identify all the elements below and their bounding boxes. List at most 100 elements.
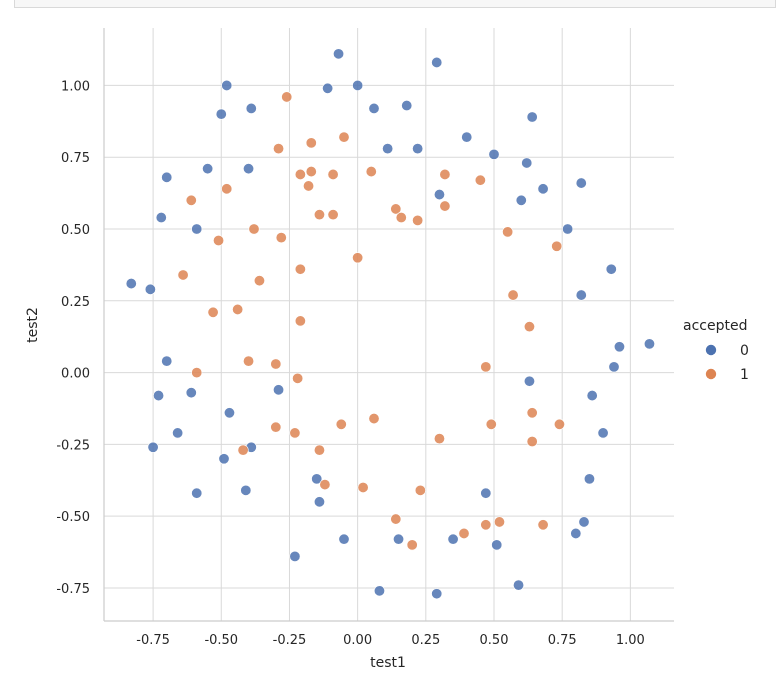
x-tick-label: 0.75 xyxy=(548,633,577,648)
data-point-accepted-0 xyxy=(583,473,595,485)
data-point-accepted-0 xyxy=(218,453,230,465)
data-point-accepted-0 xyxy=(578,516,590,528)
data-point-accepted-0 xyxy=(412,143,424,155)
data-point-accepted-1 xyxy=(213,235,225,247)
data-point-accepted-0 xyxy=(515,194,527,206)
x-tick-labels: -0.75 -0.50 -0.25 0.00 0.25 0.50 0.75 1.00 xyxy=(136,633,645,648)
data-point-accepted-1 xyxy=(305,166,317,178)
data-point-accepted-1 xyxy=(273,143,285,155)
data-point-accepted-1 xyxy=(357,481,369,493)
data-point-accepted-0 xyxy=(273,384,285,396)
data-point-accepted-0 xyxy=(373,585,385,597)
data-point-accepted-0 xyxy=(575,177,587,189)
data-point-accepted-0 xyxy=(562,223,574,235)
data-point-accepted-1 xyxy=(551,240,563,252)
data-point-accepted-1 xyxy=(537,519,549,531)
data-point-accepted-0 xyxy=(155,212,167,224)
data-point-accepted-0 xyxy=(289,550,301,562)
data-point-accepted-1 xyxy=(412,214,424,226)
data-point-accepted-1 xyxy=(207,306,219,318)
data-point-accepted-1 xyxy=(414,484,426,496)
data-point-accepted-1 xyxy=(303,180,315,192)
legend-label-0: 0 xyxy=(740,343,749,359)
data-point-accepted-0 xyxy=(161,355,173,367)
data-point-accepted-1 xyxy=(439,200,451,212)
data-point-accepted-0 xyxy=(202,163,214,175)
data-point-accepted-1 xyxy=(305,137,317,149)
data-point-accepted-0 xyxy=(382,143,394,155)
data-point-accepted-0 xyxy=(147,441,159,453)
legend: accepted 0 1 xyxy=(683,318,749,383)
data-points xyxy=(125,48,655,600)
data-point-accepted-0 xyxy=(144,283,156,295)
x-tick-label: -0.75 xyxy=(136,633,170,648)
data-point-accepted-0 xyxy=(221,79,233,91)
data-point-accepted-1 xyxy=(294,168,306,180)
y-tick-label: -0.25 xyxy=(56,438,90,453)
data-point-accepted-0 xyxy=(537,183,549,195)
data-point-accepted-0 xyxy=(513,579,525,591)
data-point-accepted-0 xyxy=(333,48,345,60)
data-point-accepted-1 xyxy=(502,226,514,238)
data-point-accepted-0 xyxy=(608,361,620,373)
data-point-accepted-1 xyxy=(474,174,486,186)
y-tick-label: 0.00 xyxy=(61,367,90,382)
x-tick-label: 0.50 xyxy=(480,633,509,648)
grid-lines xyxy=(104,28,674,621)
data-point-accepted-1 xyxy=(480,519,492,531)
data-point-accepted-0 xyxy=(605,263,617,275)
data-point-accepted-0 xyxy=(480,487,492,499)
data-point-accepted-0 xyxy=(215,108,227,120)
data-point-accepted-0 xyxy=(322,82,334,94)
legend-label-1: 1 xyxy=(740,367,749,383)
data-point-accepted-0 xyxy=(433,189,445,201)
x-tick-label: 0.00 xyxy=(343,633,372,648)
y-tick-labels: -0.75 -0.50 -0.25 0.00 0.25 0.50 0.75 1.00 xyxy=(56,79,90,597)
y-tick-label: 1.00 xyxy=(61,79,90,94)
data-point-accepted-0 xyxy=(461,131,473,143)
y-tick-label: 0.75 xyxy=(61,151,90,166)
data-point-accepted-0 xyxy=(643,338,655,350)
data-point-accepted-1 xyxy=(327,209,339,221)
data-point-accepted-1 xyxy=(185,194,197,206)
data-point-accepted-0 xyxy=(613,341,625,353)
y-tick-label: 0.25 xyxy=(61,295,90,310)
data-point-accepted-1 xyxy=(439,168,451,180)
data-point-accepted-1 xyxy=(480,361,492,373)
data-point-accepted-1 xyxy=(335,418,347,430)
legend-marker-0 xyxy=(705,344,717,356)
data-point-accepted-1 xyxy=(275,232,287,244)
data-point-accepted-0 xyxy=(240,484,252,496)
data-point-accepted-0 xyxy=(191,487,203,499)
data-point-accepted-1 xyxy=(406,539,418,551)
data-point-accepted-1 xyxy=(507,289,519,301)
data-point-accepted-1 xyxy=(327,168,339,180)
data-point-accepted-0 xyxy=(311,473,323,485)
data-point-accepted-1 xyxy=(313,444,325,456)
data-point-accepted-1 xyxy=(526,407,538,419)
data-point-accepted-0 xyxy=(243,163,255,175)
axis-spines xyxy=(103,28,674,622)
data-point-accepted-1 xyxy=(390,513,402,525)
data-point-accepted-1 xyxy=(352,252,364,264)
data-point-accepted-1 xyxy=(248,223,260,235)
data-point-accepted-1 xyxy=(395,212,407,224)
y-tick-label: 0.50 xyxy=(61,223,90,238)
data-point-accepted-1 xyxy=(319,479,331,491)
data-point-accepted-1 xyxy=(294,263,306,275)
data-point-accepted-0 xyxy=(431,588,443,600)
data-point-accepted-1 xyxy=(458,527,470,539)
data-point-accepted-1 xyxy=(523,321,535,333)
data-point-accepted-1 xyxy=(433,433,445,445)
data-point-accepted-0 xyxy=(586,390,598,402)
data-point-accepted-1 xyxy=(292,372,304,384)
data-point-accepted-1 xyxy=(221,183,233,195)
x-tick-label: 0.25 xyxy=(411,633,440,648)
data-point-accepted-0 xyxy=(161,171,173,183)
data-point-accepted-0 xyxy=(488,148,500,160)
data-point-accepted-0 xyxy=(191,223,203,235)
data-point-accepted-0 xyxy=(352,79,364,91)
data-point-accepted-0 xyxy=(245,102,257,114)
data-point-accepted-0 xyxy=(401,100,413,112)
